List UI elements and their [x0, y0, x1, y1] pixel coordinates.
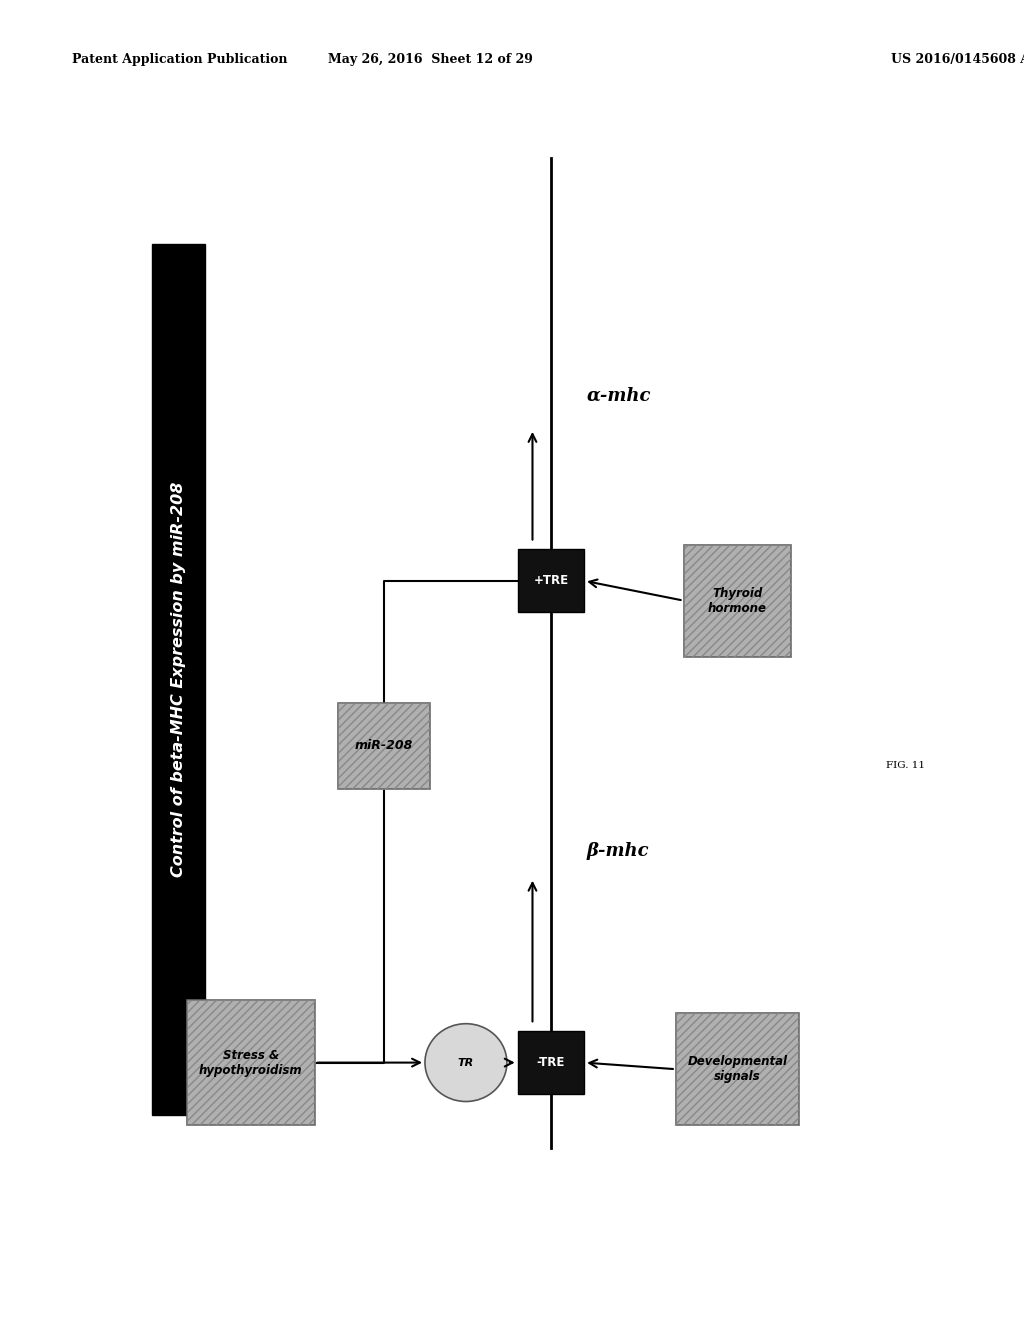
Text: Stress &
hypothyroidism: Stress & hypothyroidism [199, 1048, 303, 1077]
FancyBboxPatch shape [186, 1001, 315, 1125]
FancyBboxPatch shape [338, 704, 430, 789]
Ellipse shape [425, 1024, 507, 1101]
Text: FIG. 11: FIG. 11 [886, 762, 925, 770]
Text: Developmental
signals: Developmental signals [687, 1055, 787, 1084]
Text: +TRE: +TRE [534, 574, 568, 587]
FancyBboxPatch shape [152, 244, 205, 1115]
Text: TR: TR [458, 1057, 474, 1068]
FancyBboxPatch shape [684, 544, 791, 656]
FancyBboxPatch shape [518, 549, 584, 612]
Text: α-mhc: α-mhc [587, 387, 651, 405]
Text: -TRE: -TRE [537, 1056, 565, 1069]
Text: May 26, 2016  Sheet 12 of 29: May 26, 2016 Sheet 12 of 29 [328, 53, 532, 66]
Text: Patent Application Publication: Patent Application Publication [72, 53, 287, 66]
Text: Control of beta-MHC Expression by miR-208: Control of beta-MHC Expression by miR-20… [171, 482, 185, 878]
Text: miR-208: miR-208 [354, 739, 414, 752]
FancyBboxPatch shape [676, 1014, 799, 1125]
FancyBboxPatch shape [518, 1031, 584, 1094]
Text: Thyroid
hormone: Thyroid hormone [708, 586, 767, 615]
Text: US 2016/0145608 A1: US 2016/0145608 A1 [891, 53, 1024, 66]
Text: β-mhc: β-mhc [587, 842, 649, 861]
